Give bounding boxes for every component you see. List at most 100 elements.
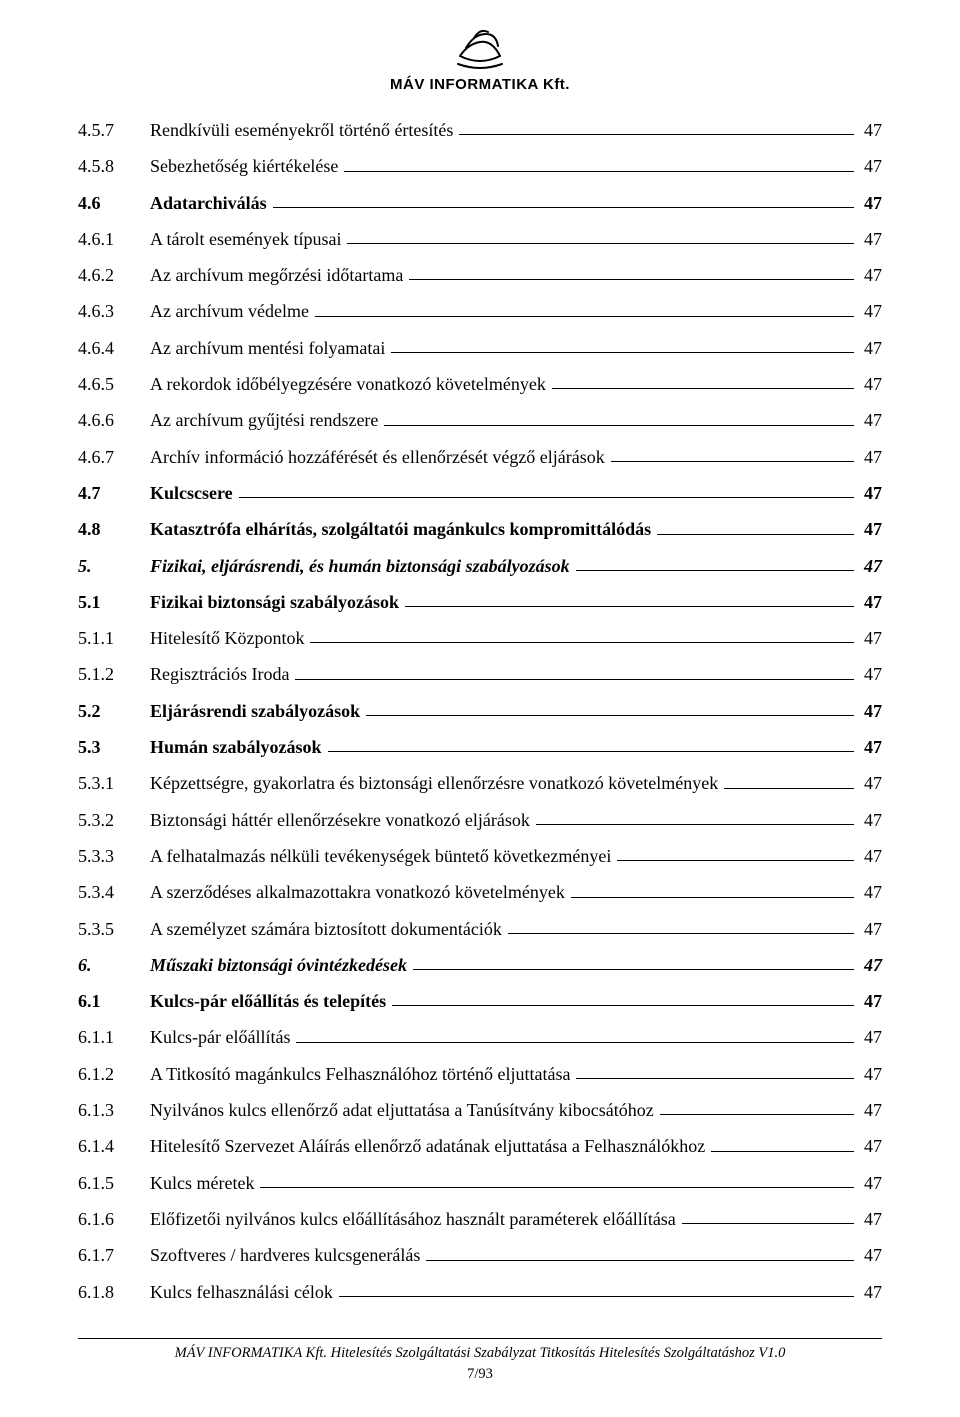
toc-title: Képzettségre, gyakorlatra és biztonsági … [150,771,722,795]
toc-leader-line [344,171,854,172]
toc-page-number: 47 [860,880,882,904]
toc-entry: 5.3.1Képzettségre, gyakorlatra és bizton… [78,771,882,795]
toc-entry: 4.6.6Az archívum gyűjtési rendszere 47 [78,408,882,432]
toc-leader-line [724,788,854,789]
toc-number: 5.1 [78,590,150,614]
toc-number: 6.1.7 [78,1243,150,1267]
toc-entry: 4.5.8Sebezhetőség kiértékelése47 [78,154,882,178]
toc-leader-line [576,570,854,571]
toc-leader-line [384,425,854,426]
toc-entry: 4.6.3Az archívum védelme 47 [78,299,882,323]
toc-number: 5.3 [78,735,150,759]
toc-entry: 6.1.6Előfizetői nyilvános kulcs előállít… [78,1207,882,1231]
toc-title: A tárolt események típusai [150,227,345,251]
toc-page-number: 47 [860,699,882,723]
toc-title: Sebezhetőség kiértékelése [150,154,342,178]
toc-entry: 6.1Kulcs-pár előállítás és telepítés47 [78,989,882,1013]
toc-number: 4.6.7 [78,445,150,469]
toc-number: 5.3.4 [78,880,150,904]
toc-number: 5.3.3 [78,844,150,868]
toc-entry: 5.2Eljárásrendi szabályozások47 [78,699,882,723]
toc-title: Adatarchiválás [150,191,271,215]
toc-entry: 5.1Fizikai biztonsági szabályozások47 [78,590,882,614]
toc-title: Katasztrófa elhárítás, szolgáltatói magá… [150,517,655,541]
toc-number: 6.1.1 [78,1025,150,1049]
toc-title: Szoftveres / hardveres kulcsgenerálás [150,1243,424,1267]
toc-page-number: 47 [860,408,882,432]
toc-leader-line [682,1223,854,1224]
toc-title: Kulcs méretek [150,1171,258,1195]
toc-page-number: 47 [860,227,882,251]
toc-page-number: 47 [860,626,882,650]
toc-title: Eljárásrendi szabályozások [150,699,364,723]
toc-leader-line [413,969,854,970]
toc-entry: 4.6.5A rekordok időbélyegzésére vonatkoz… [78,372,882,396]
toc-entry: 5.1.1Hitelesítő Központok47 [78,626,882,650]
toc-page-number: 47 [860,517,882,541]
toc-title: Regisztrációs Iroda [150,662,293,686]
toc-page-number: 47 [860,299,882,323]
toc-title: Az archívum gyűjtési rendszere [150,408,382,432]
toc-page-number: 47 [860,590,882,614]
toc-title: Az archívum megőrzési időtartama [150,263,407,287]
toc-number: 5.1.2 [78,662,150,686]
toc-title: Hitelesítő Szervezet Aláírás ellenőrző a… [150,1134,709,1158]
toc-number: 5.3.1 [78,771,150,795]
toc-leader-line [273,207,854,208]
toc-leader-line [409,279,854,280]
toc-leader-line [315,316,854,317]
toc-leader-line [366,715,854,716]
toc-page-number: 47 [860,917,882,941]
company-logo: MÁV INFORMATIKA Kft. [390,24,570,93]
toc-entry: 6.1.4Hitelesítő Szervezet Aláírás ellenő… [78,1134,882,1158]
footer-rule [78,1338,882,1339]
toc-title: A Titkosító magánkulcs Felhasználóhoz tö… [150,1062,574,1086]
toc-number: 4.6.1 [78,227,150,251]
toc-number: 4.6.4 [78,336,150,360]
toc-leader-line [347,243,854,244]
toc-number: 4.6.6 [78,408,150,432]
toc-number: 6. [78,953,150,977]
toc-title: Biztonsági háttér ellenőrzésekre vonatko… [150,808,534,832]
toc-entry: 6.1.5Kulcs méretek47 [78,1171,882,1195]
toc-leader-line [536,824,854,825]
company-name: MÁV INFORMATIKA Kft. [390,76,570,93]
toc-title: Rendkívüli eseményekről történő értesíté… [150,118,457,142]
toc-page-number: 47 [860,118,882,142]
toc-title: Az archívum védelme [150,299,313,323]
toc-entry: 4.6.2Az archívum megőrzési időtartama47 [78,263,882,287]
toc-title: A rekordok időbélyegzésére vonatkozó köv… [150,372,550,396]
toc-page-number: 47 [860,1280,882,1304]
toc-entry: 5.1.2Regisztrációs Iroda47 [78,662,882,686]
table-of-contents: 4.5.7Rendkívüli eseményekről történő ért… [78,118,882,1304]
toc-entry: 4.6.1A tárolt események típusai 47 [78,227,882,251]
toc-page-number: 47 [860,771,882,795]
toc-entry: 4.6.4Az archívum mentési folyamatai47 [78,336,882,360]
toc-leader-line [571,897,854,898]
toc-number: 6.1.4 [78,1134,150,1158]
toc-number: 4.6.3 [78,299,150,323]
toc-number: 4.6 [78,191,150,215]
toc-number: 5.3.5 [78,917,150,941]
toc-title: Hitelesítő Központok [150,626,308,650]
toc-number: 5.3.2 [78,808,150,832]
toc-leader-line [459,134,854,135]
toc-title: Kulcs-pár előállítás és telepítés [150,989,390,1013]
toc-leader-line [426,1260,854,1261]
toc-page-number: 47 [860,808,882,832]
toc-number: 6.1.8 [78,1280,150,1304]
toc-page-number: 47 [860,1207,882,1231]
page-footer: MÁV INFORMATIKA Kft. Hitelesítés Szolgál… [78,1338,882,1383]
toc-page-number: 47 [860,989,882,1013]
toc-number: 4.6.5 [78,372,150,396]
toc-entry: 5.3Humán szabályozások47 [78,735,882,759]
toc-entry: 6.1.2A Titkosító magánkulcs Felhasználóh… [78,1062,882,1086]
toc-leader-line [576,1078,854,1079]
toc-leader-line [310,642,854,643]
toc-title: Kulcs felhasználási célok [150,1280,337,1304]
toc-number: 4.5.8 [78,154,150,178]
toc-entry: 5.3.5A személyzet számára biztosított do… [78,917,882,941]
toc-entry: 4.5.7Rendkívüli eseményekről történő ért… [78,118,882,142]
document-page: MÁV INFORMATIKA Kft. 4.5.7Rendkívüli ese… [0,0,960,1417]
toc-leader-line [617,860,854,861]
